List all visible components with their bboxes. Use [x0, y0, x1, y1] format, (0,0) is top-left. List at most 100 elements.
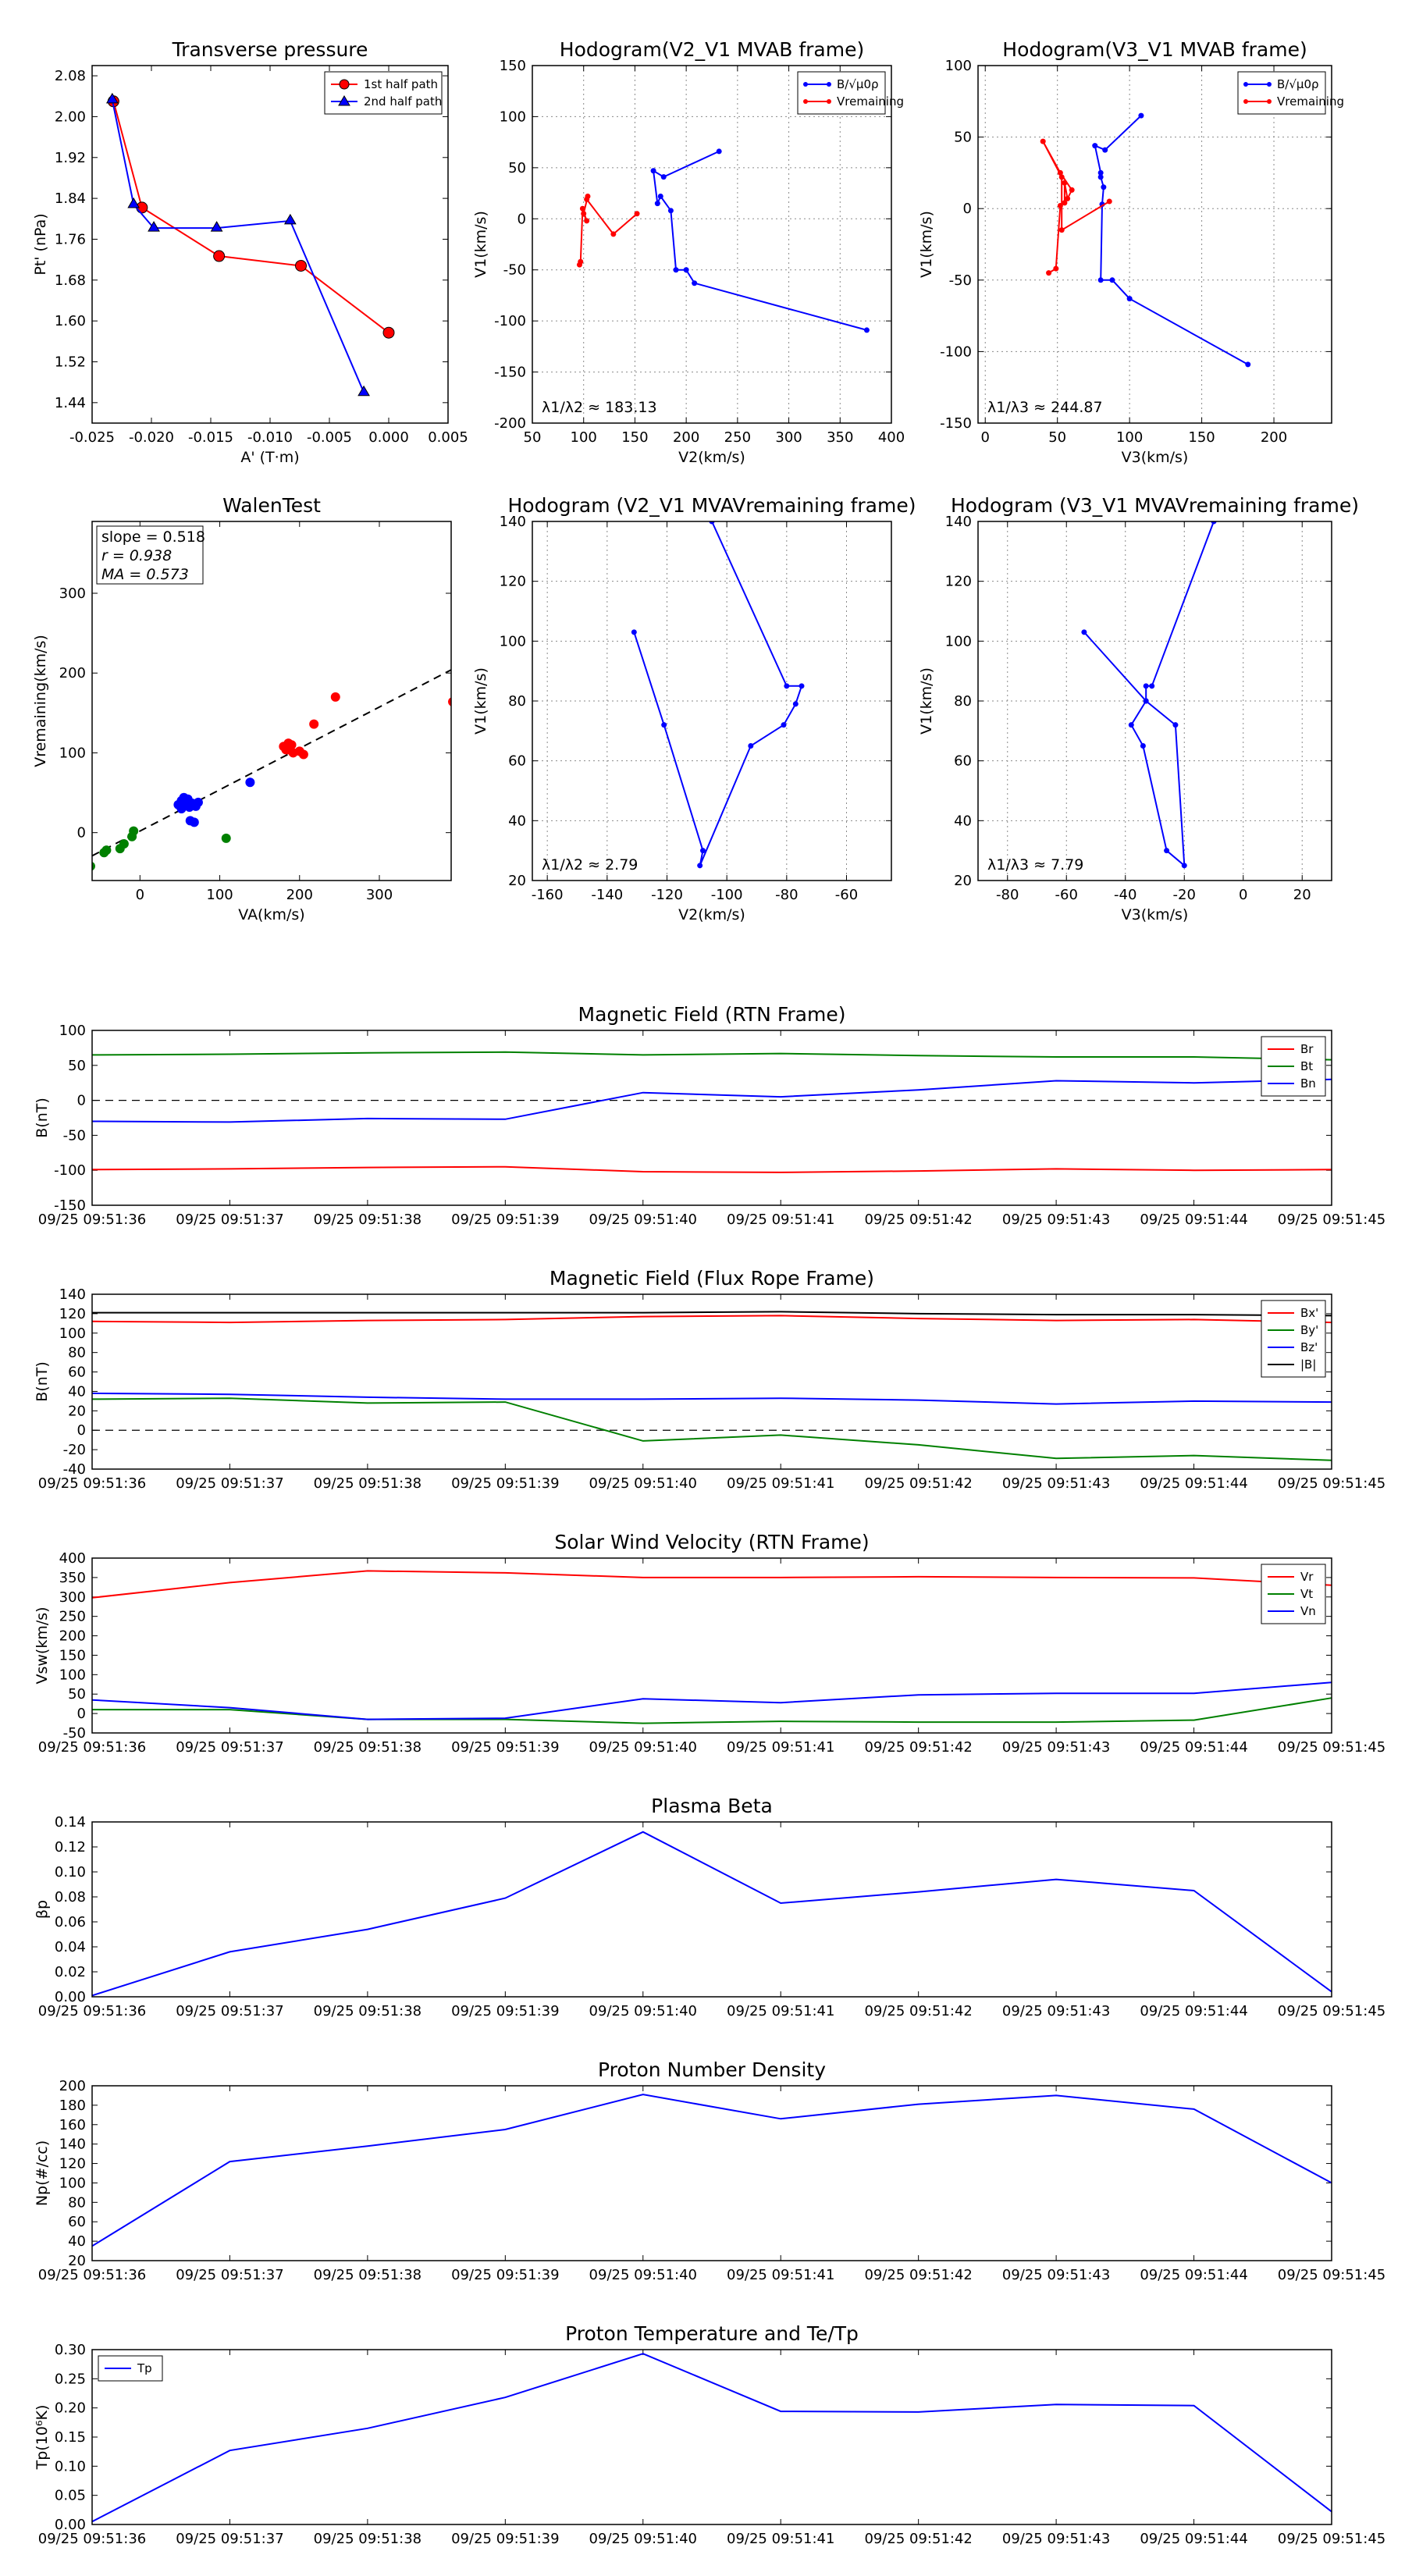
x-tick-label: 09/25 09:51:45	[1278, 2003, 1385, 2019]
h1-border	[532, 65, 892, 424]
data-point	[1065, 195, 1071, 201]
chart-title: Magnetic Field (Flux Rope Frame)	[550, 1267, 874, 1290]
data-point	[148, 221, 160, 232]
chart-title: WalenTest	[222, 494, 321, 517]
data-point	[799, 683, 805, 689]
data-point	[1058, 174, 1065, 180]
x-tick-label: 09/25 09:51:44	[1140, 2003, 1247, 2019]
y-tick-label: 0.14	[55, 1814, 86, 1831]
y-tick-label: 2.08	[55, 68, 86, 84]
legend-marker	[827, 82, 831, 87]
legend-marker	[1243, 82, 1248, 87]
x-tick-label: -0.015	[188, 429, 233, 446]
y-tick-label: 1.92	[55, 150, 86, 166]
scatter-point-green	[92, 861, 95, 871]
x-tick-label: 50	[1048, 429, 1066, 446]
x-tick-label: 09/25 09:51:42	[864, 2267, 972, 2283]
fit-line	[92, 669, 451, 857]
data-point	[657, 193, 663, 199]
x-tick-label: -20	[1173, 887, 1196, 903]
y-tick-label: 50	[68, 1686, 86, 1703]
data-point	[1097, 174, 1104, 180]
data-point	[1069, 187, 1075, 193]
x-tick-label: -100	[711, 887, 743, 903]
data-point	[792, 701, 799, 707]
y-tick-label: 0	[963, 201, 972, 217]
ts3-border	[91, 1557, 1332, 1734]
ts1-series-Bt	[91, 1051, 1332, 1061]
x-tick-label: -120	[651, 887, 683, 903]
legend-marker	[803, 99, 808, 104]
x-tick-label: 09/25 09:51:41	[727, 1212, 834, 1228]
x-tick-label: 0	[981, 429, 990, 446]
tp-series-line-1	[111, 99, 365, 393]
x-tick-label: 09/25 09:51:43	[1002, 2003, 1110, 2019]
scatter-point-green	[119, 838, 129, 849]
ts6-xticks: 09/25 09:51:36 09/25 09:51:37 09/25 09:51:…	[38, 2350, 1385, 2547]
x-tick-label: 09/25 09:51:38	[314, 1212, 422, 1228]
x-tick-label: 09/25 09:51:42	[864, 1212, 972, 1228]
h3-series-line-0	[633, 521, 803, 866]
x-tick-label: 09/25 09:51:36	[38, 2003, 146, 2019]
data-point	[1181, 863, 1187, 869]
x-tick-label: 20	[1293, 887, 1311, 903]
x-tick-label: 09/25 09:51:41	[727, 2531, 834, 2547]
y-axis-label: V1(km/s)	[918, 667, 935, 735]
y-tick-label: 200	[59, 665, 86, 681]
x-tick-label: 09/25 09:51:40	[589, 1739, 697, 1756]
legend-label-2: Bn	[1300, 1076, 1316, 1091]
ts2-series-Bx'	[91, 1315, 1332, 1324]
y-tick-label: 100	[500, 109, 526, 125]
y-tick-label: 100	[945, 58, 972, 74]
x-axis-label: V2(km/s)	[678, 906, 745, 923]
y-axis-label: B(nT)	[34, 1361, 51, 1402]
legend-label-2: Vn	[1300, 1604, 1316, 1618]
x-tick-label: 09/25 09:51:39	[451, 1212, 559, 1228]
stats-slope: slope = 0.518	[101, 528, 205, 546]
ts3-series-Vt	[92, 1697, 1332, 1724]
h2-series-line-1	[1042, 141, 1110, 274]
tp-plot-area	[105, 92, 395, 397]
y-tick-label: -100	[494, 313, 526, 329]
data-point	[654, 201, 660, 207]
x-tick-label: 09/25 09:51:45	[1278, 1739, 1385, 1756]
x-axis-label: A' (T·m)	[240, 449, 299, 466]
h1-series-line-0	[652, 150, 867, 331]
scatter-point-blue	[245, 777, 255, 788]
chart-title: Proton Number Density	[598, 2058, 826, 2081]
y-tick-label: 120	[59, 2156, 86, 2172]
y-tick-label: 0.10	[55, 1864, 86, 1880]
x-tick-label: 0	[136, 887, 144, 903]
y-tick-label: 140	[59, 2137, 86, 2153]
y-tick-label: -50	[949, 272, 972, 289]
ts2-series-|B|	[92, 1311, 1332, 1317]
legend-label-1: Vremaining	[837, 94, 904, 109]
data-point	[210, 221, 223, 232]
y-tick-label: 0	[77, 1706, 86, 1722]
x-tick-label: 350	[827, 429, 853, 446]
legend-marker	[339, 79, 350, 90]
x-tick-label: 09/25 09:51:37	[176, 1739, 283, 1756]
scatter-point-red	[281, 745, 291, 755]
y-tick-label: 100	[59, 2175, 86, 2191]
y-axis-label: Tp(10⁶K)	[34, 2405, 51, 2471]
x-tick-label: 09/25 09:51:44	[1140, 1475, 1247, 1492]
data-point	[1062, 180, 1068, 186]
x-tick-label: -140	[591, 887, 623, 903]
y-tick-label: 80	[508, 693, 526, 710]
x-tick-label: 09/25 09:51:36	[38, 1739, 146, 1756]
data-point	[283, 213, 297, 225]
ts2-axes: -40 -20 0 20 40 60 80 100 120 140 Magnetic Field (…	[34, 1267, 1332, 1478]
x-tick-label: 09/25 09:51:40	[589, 2003, 697, 2019]
h2-plot-area	[1040, 112, 1251, 368]
data-point	[1109, 277, 1115, 283]
y-tick-label: 140	[500, 514, 526, 530]
data-point	[382, 326, 395, 339]
y-tick-label: 0.04	[55, 1939, 86, 1955]
y-tick-label: 100	[59, 1023, 86, 1039]
tp-axes: -0.025 -0.020 -0.015 -0.010 -0.005 0.000 0.005…	[32, 38, 468, 466]
data-point	[1101, 184, 1107, 190]
x-tick-label: 300	[775, 429, 802, 446]
x-tick-label: -0.025	[69, 429, 115, 446]
y-tick-label: 0.06	[55, 1914, 86, 1930]
